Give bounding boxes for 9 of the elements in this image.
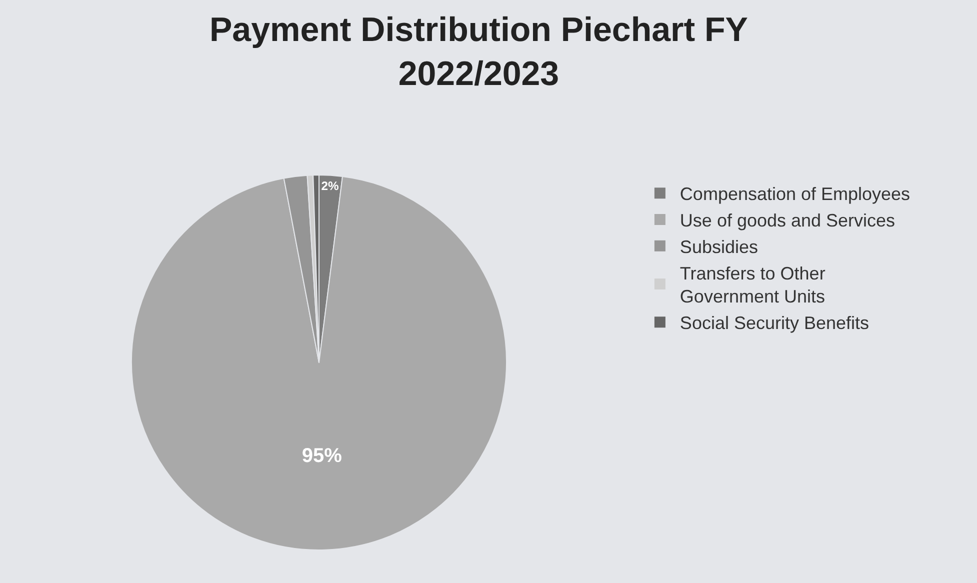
data-label: 2%: [321, 179, 339, 194]
legend-label: Social Security Benefits: [680, 313, 870, 334]
legend-label: Use of goods and Services: [680, 210, 896, 231]
pie-slice: [131, 176, 507, 550]
legend-label: Subsidies: [680, 236, 758, 257]
chart-title: Payment Distribution Piechart FY 2022/2023: [210, 10, 748, 93]
data-label: 95%: [302, 445, 342, 468]
legend-label: Compensation of Employees: [680, 184, 910, 204]
legend-label: Transfers to Other Government Units: [680, 263, 826, 307]
